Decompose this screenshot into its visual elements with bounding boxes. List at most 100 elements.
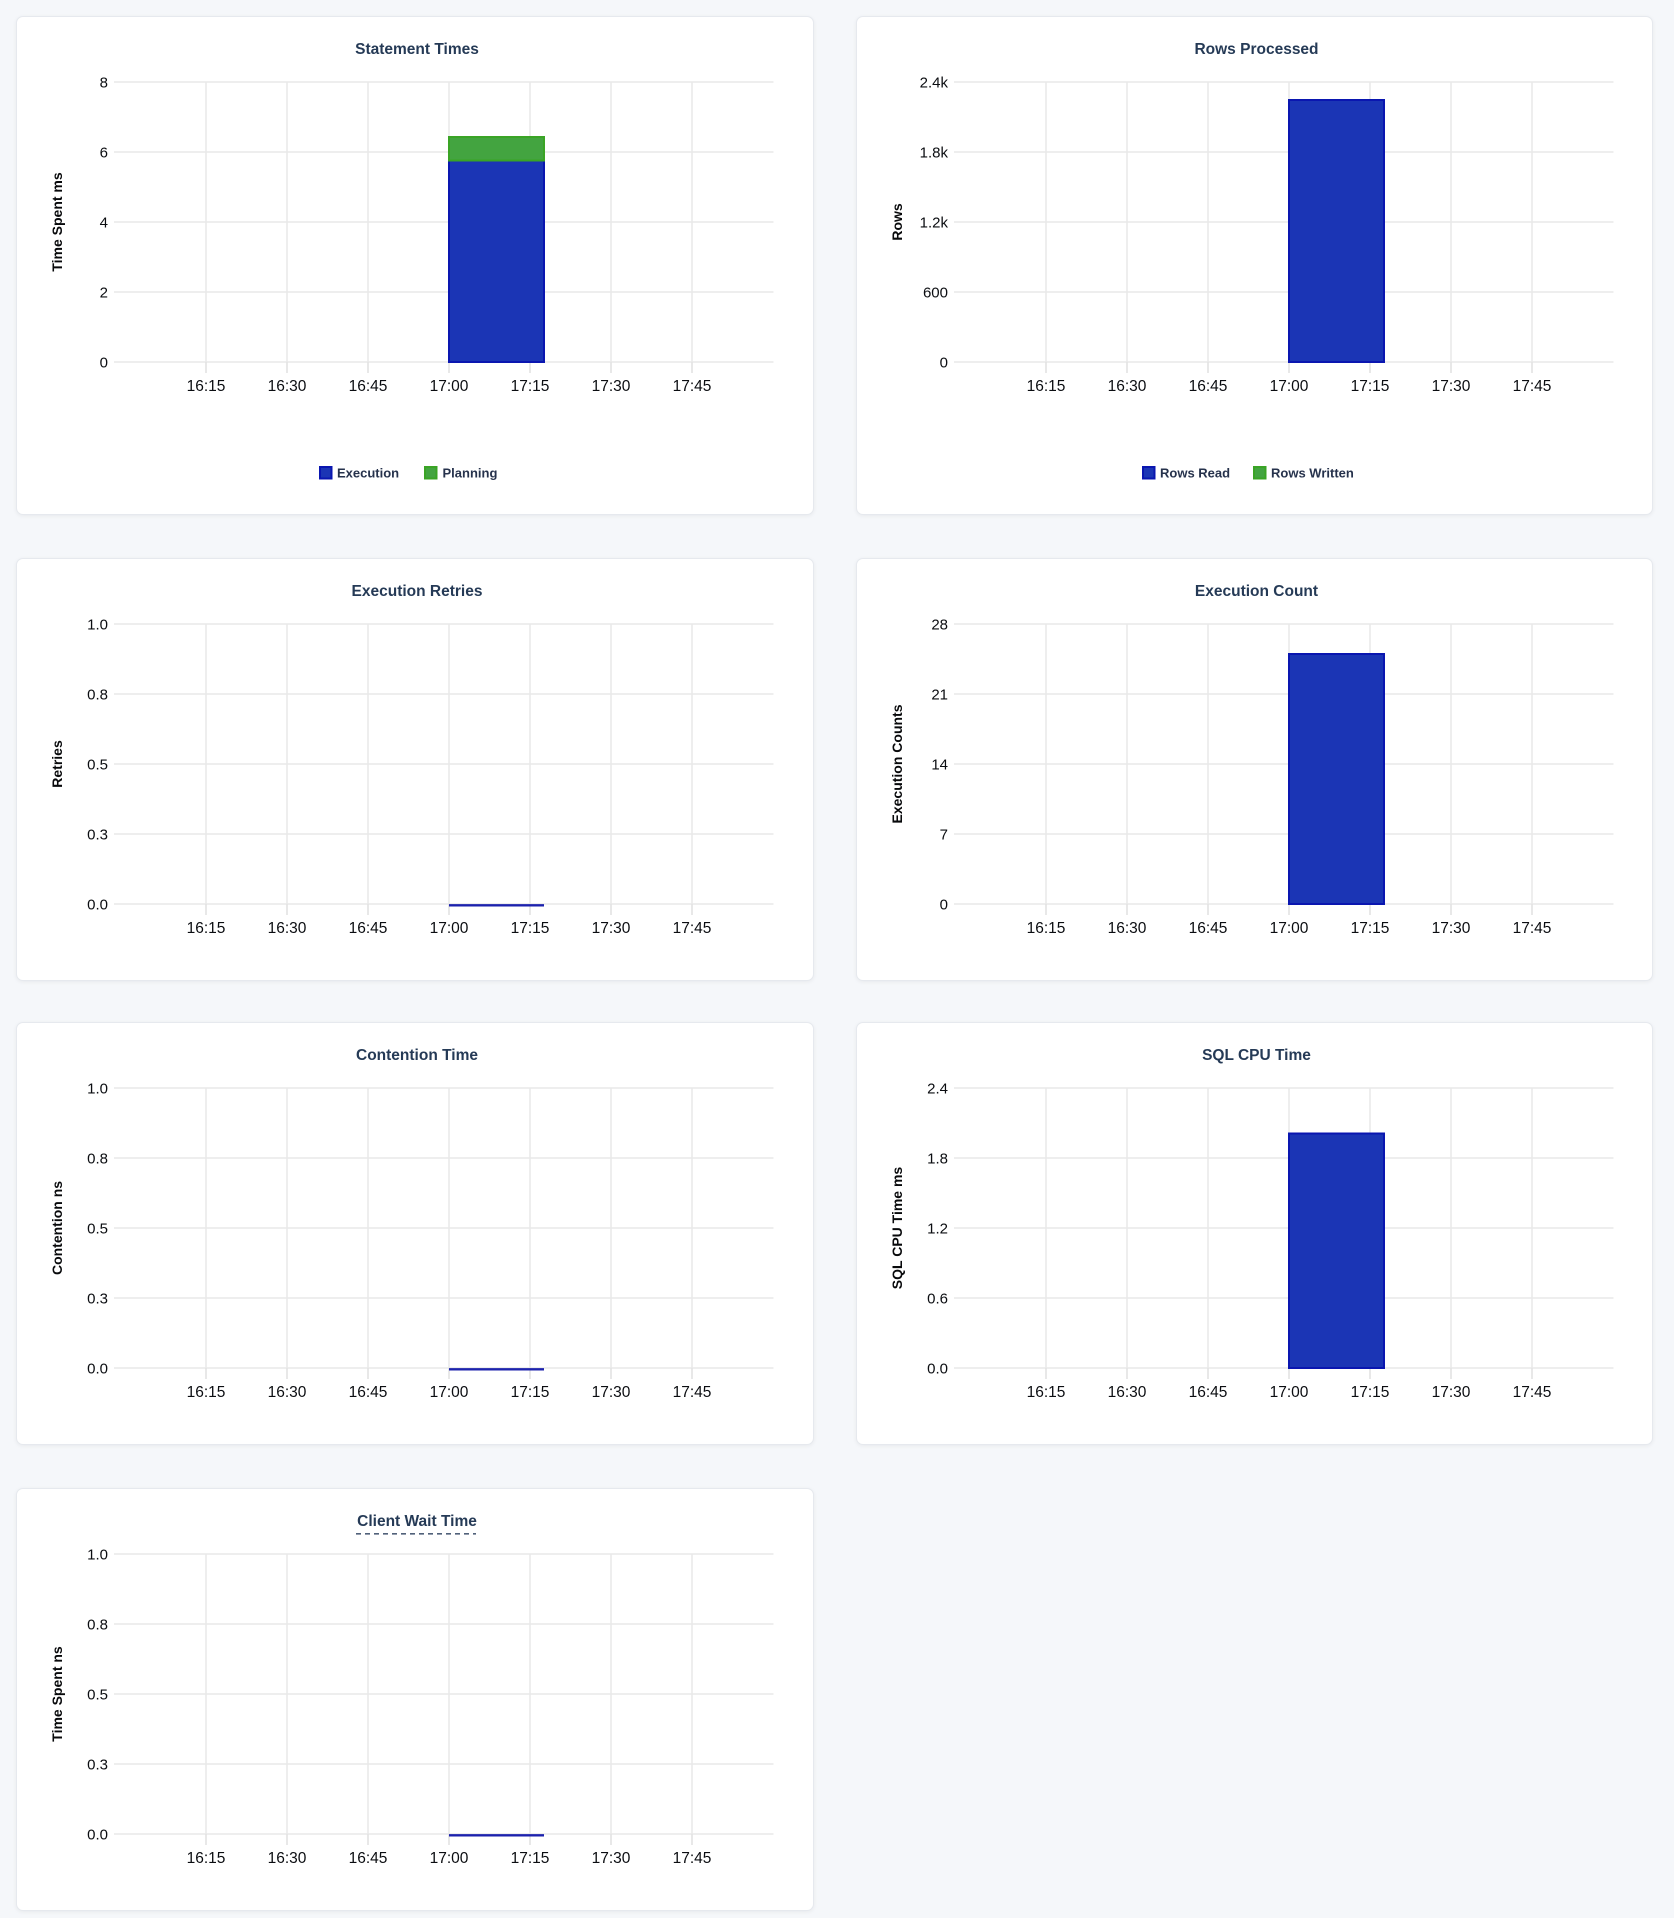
svg-text:17:15: 17:15 <box>1351 920 1390 937</box>
svg-text:0.3: 0.3 <box>87 1290 108 1307</box>
svg-text:2.4k: 2.4k <box>920 74 949 91</box>
svg-text:0.5: 0.5 <box>87 756 108 773</box>
svg-text:4: 4 <box>100 214 108 231</box>
svg-text:16:30: 16:30 <box>1108 1384 1147 1401</box>
svg-text:Rows Processed: Rows Processed <box>1194 41 1318 58</box>
svg-text:2: 2 <box>100 284 108 301</box>
svg-text:17:45: 17:45 <box>1513 378 1552 395</box>
svg-text:17:45: 17:45 <box>673 378 712 395</box>
svg-text:SQL CPU Time: SQL CPU Time <box>1202 1047 1311 1064</box>
svg-text:0.3: 0.3 <box>87 826 108 843</box>
svg-text:0.6: 0.6 <box>927 1290 948 1307</box>
svg-text:17:00: 17:00 <box>1270 1384 1309 1401</box>
svg-text:17:30: 17:30 <box>592 920 631 937</box>
svg-text:17:00: 17:00 <box>430 1850 469 1867</box>
svg-text:16:15: 16:15 <box>187 378 226 395</box>
svg-text:17:45: 17:45 <box>673 1850 712 1867</box>
svg-text:SQL CPU Time ms: SQL CPU Time ms <box>889 1167 905 1290</box>
svg-text:1.2k: 1.2k <box>920 214 949 231</box>
svg-text:16:45: 16:45 <box>349 378 388 395</box>
svg-text:Execution Retries: Execution Retries <box>352 583 483 600</box>
svg-text:16:45: 16:45 <box>349 1850 388 1867</box>
svg-text:0.5: 0.5 <box>87 1220 108 1237</box>
svg-text:Rows: Rows <box>889 203 905 241</box>
svg-text:Execution: Execution <box>337 465 399 480</box>
svg-text:16:15: 16:15 <box>187 1384 226 1401</box>
svg-text:0.8: 0.8 <box>87 686 108 703</box>
svg-text:16:45: 16:45 <box>1189 1384 1228 1401</box>
svg-text:0: 0 <box>940 896 948 913</box>
svg-text:8: 8 <box>100 74 108 91</box>
svg-text:Contention ns: Contention ns <box>49 1181 65 1275</box>
svg-text:16:45: 16:45 <box>349 920 388 937</box>
svg-text:17:45: 17:45 <box>1513 1384 1552 1401</box>
svg-text:17:45: 17:45 <box>673 1384 712 1401</box>
svg-text:16:30: 16:30 <box>268 378 307 395</box>
svg-text:Retries: Retries <box>49 740 65 788</box>
svg-text:17:15: 17:15 <box>1351 1384 1390 1401</box>
svg-text:16:45: 16:45 <box>349 1384 388 1401</box>
svg-text:17:15: 17:15 <box>511 1850 550 1867</box>
svg-text:16:15: 16:15 <box>1027 920 1066 937</box>
svg-text:1.0: 1.0 <box>87 616 108 633</box>
svg-text:1.0: 1.0 <box>87 1546 108 1563</box>
svg-text:17:15: 17:15 <box>1351 378 1390 395</box>
svg-text:16:15: 16:15 <box>1027 1384 1066 1401</box>
svg-text:21: 21 <box>931 686 948 703</box>
svg-text:17:30: 17:30 <box>592 378 631 395</box>
svg-text:2.4: 2.4 <box>927 1080 948 1097</box>
svg-text:1.8: 1.8 <box>927 1150 948 1167</box>
svg-text:17:30: 17:30 <box>592 1384 631 1401</box>
svg-text:1.0: 1.0 <box>87 1080 108 1097</box>
svg-text:0.0: 0.0 <box>87 1360 108 1377</box>
svg-text:17:30: 17:30 <box>592 1850 631 1867</box>
svg-text:17:45: 17:45 <box>673 920 712 937</box>
svg-text:Contention Time: Contention Time <box>356 1047 478 1064</box>
svg-text:0.0: 0.0 <box>87 1826 108 1843</box>
svg-text:17:30: 17:30 <box>1432 920 1471 937</box>
svg-text:6: 6 <box>100 144 108 161</box>
svg-text:16:45: 16:45 <box>1189 920 1228 937</box>
svg-text:0: 0 <box>100 354 108 371</box>
svg-text:17:00: 17:00 <box>430 378 469 395</box>
svg-text:Statement Times: Statement Times <box>355 41 479 58</box>
svg-text:16:30: 16:30 <box>1108 920 1147 937</box>
svg-text:0: 0 <box>940 354 948 371</box>
svg-text:16:30: 16:30 <box>268 1384 307 1401</box>
svg-text:0.8: 0.8 <box>87 1616 108 1633</box>
svg-text:0.3: 0.3 <box>87 1756 108 1773</box>
svg-text:1.8k: 1.8k <box>920 144 949 161</box>
svg-text:16:30: 16:30 <box>268 920 307 937</box>
svg-text:Rows Read: Rows Read <box>1160 465 1230 480</box>
svg-text:1.2: 1.2 <box>927 1220 948 1237</box>
svg-text:16:15: 16:15 <box>187 1850 226 1867</box>
svg-text:Time Spent ms: Time Spent ms <box>49 172 65 272</box>
svg-text:17:30: 17:30 <box>1432 1384 1471 1401</box>
svg-text:17:30: 17:30 <box>1432 378 1471 395</box>
svg-text:17:00: 17:00 <box>1270 378 1309 395</box>
svg-text:Execution Counts: Execution Counts <box>889 704 905 823</box>
svg-text:17:00: 17:00 <box>430 1384 469 1401</box>
svg-text:Execution Count: Execution Count <box>1195 583 1318 600</box>
svg-text:7: 7 <box>940 826 948 843</box>
svg-text:Planning: Planning <box>443 465 498 480</box>
svg-text:17:15: 17:15 <box>511 378 550 395</box>
svg-text:17:00: 17:00 <box>430 920 469 937</box>
svg-text:0.0: 0.0 <box>87 896 108 913</box>
svg-text:16:30: 16:30 <box>1108 378 1147 395</box>
svg-text:16:30: 16:30 <box>268 1850 307 1867</box>
svg-text:16:15: 16:15 <box>187 920 226 937</box>
svg-text:Client Wait Time: Client Wait Time <box>357 1513 477 1530</box>
svg-text:17:15: 17:15 <box>511 920 550 937</box>
svg-text:0.5: 0.5 <box>87 1686 108 1703</box>
svg-text:17:00: 17:00 <box>1270 920 1309 937</box>
svg-text:16:45: 16:45 <box>1189 378 1228 395</box>
svg-text:Rows Written: Rows Written <box>1271 465 1354 480</box>
svg-text:16:15: 16:15 <box>1027 378 1066 395</box>
svg-text:28: 28 <box>931 616 948 633</box>
svg-text:14: 14 <box>931 756 948 773</box>
svg-text:0.8: 0.8 <box>87 1150 108 1167</box>
svg-text:0.0: 0.0 <box>927 1360 948 1377</box>
svg-text:17:15: 17:15 <box>511 1384 550 1401</box>
svg-text:17:45: 17:45 <box>1513 920 1552 937</box>
